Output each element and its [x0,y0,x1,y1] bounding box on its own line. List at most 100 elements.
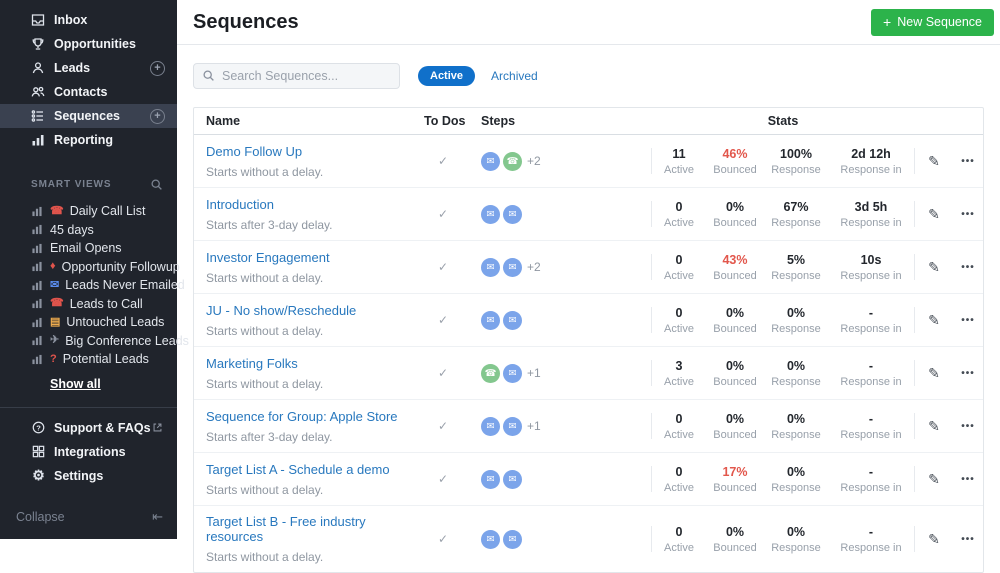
add-button[interactable]: + [150,60,165,76]
edit-button[interactable]: ✎ [928,417,940,434]
sequence-name-link[interactable]: Investor Engagement [206,250,330,265]
nav-item[interactable]: Sequences + [0,104,177,128]
nav-item[interactable]: Inbox [0,8,177,32]
smart-view-item[interactable]: ✉ Leads Never Emailed [0,276,185,295]
more-menu-button[interactable]: ••• [961,533,975,545]
smart-view-label: Leads Never Emailed [65,278,185,293]
stat-bounced: 17% Bounced [713,464,757,494]
edit-button[interactable]: ✎ [928,530,940,547]
stat-active: 11 Active [664,146,694,176]
email-step-icon: ✉ [481,416,500,436]
sidebar-footer-item[interactable]: ? Support & FAQs [0,416,177,440]
stat-bounced: 46% Bounced [713,146,757,176]
sequence-subtitle: Starts without a delay. [206,271,324,285]
email-step-icon: ✉ [503,416,522,436]
add-button[interactable]: + [150,108,165,124]
stat-bounced: 0% Bounced [713,411,757,441]
smart-view-item[interactable]: 45 days [0,221,177,240]
smart-view-item[interactable]: ☎ Daily Call List [0,202,177,221]
smart-view-item[interactable]: ☎ Leads to Call [0,295,177,314]
sequence-name-link[interactable]: Sequence for Group: Apple Store [206,409,398,424]
sequence-subtitle: Starts without a delay. [206,165,324,179]
steps-more-count: +1 [527,366,541,380]
steps-more-count: +2 [527,154,541,168]
edit-button[interactable]: ✎ [928,152,940,169]
email-step-icon: ✉ [503,529,522,549]
more-menu-button[interactable]: ••• [961,420,975,432]
call-step-icon: ☎ [503,151,522,171]
sequence-name-link[interactable]: Demo Follow Up [206,144,303,159]
more-menu-button[interactable]: ••• [961,473,975,485]
stat-response-in: - Response in [840,411,902,441]
stat-response: 0% Response [771,524,821,554]
name-cell: Target List B - Free industry resources … [194,506,424,572]
smart-view-item[interactable]: ▤ Untouched Leads [0,313,177,332]
search-box [193,63,400,89]
sequence-name-link[interactable]: Marketing Folks [206,356,298,371]
more-menu-button[interactable]: ••• [961,261,975,273]
filter-tab[interactable]: Active [418,66,476,86]
new-sequence-button[interactable]: + New Sequence [871,8,994,36]
more-menu-button[interactable]: ••• [961,314,975,326]
smart-view-emoji-icon: ☎ [50,297,64,310]
sequence-name-link[interactable]: Introduction [206,197,274,212]
email-step-icon: ✉ [481,257,500,277]
sequence-name-link[interactable]: Target List B - Free industry resources [206,514,366,544]
smart-views-list: ☎ Daily Call List 45 days Email Opens ♦ … [0,202,189,391]
email-step-icon: ✉ [481,529,500,549]
column-divider [651,201,652,227]
steps-cell: ✉ ✉ [481,310,651,330]
sidebar-footer: ? Support & FAQs Integrations ⚙ Settings [0,408,177,488]
smart-view-item[interactable]: ✈ Big Conference Leads [0,332,189,351]
smart-view-label: Email Opens [50,241,122,256]
sequence-name-link[interactable]: JU - No show/Reschedule [206,303,357,318]
todo-check-icon: ✓ [438,472,449,486]
smart-view-label: Big Conference Leads [65,333,189,348]
collapse-button[interactable]: Collapse ⇤ [0,509,177,539]
smart-view-item[interactable]: ♦ Opportunity Followup [0,258,180,277]
stat-bounced: 0% Bounced [713,199,757,229]
stat-response: 0% Response [771,464,821,494]
smart-views-header: SMART VIEWS [0,178,177,191]
svg-text:?: ? [36,423,41,432]
reporting-icon [30,132,46,148]
search-input[interactable] [193,63,400,89]
edit-button[interactable]: ✎ [928,311,940,328]
nav-item[interactable]: Contacts [0,80,177,104]
name-cell: Sequence for Group: Apple Store Starts a… [194,400,424,452]
search-icon[interactable] [150,178,163,191]
sequence-subtitle: Starts without a delay. [206,483,324,497]
sequence-subtitle: Starts without a delay. [206,324,324,338]
edit-button[interactable]: ✎ [928,364,940,381]
search-icon [203,70,214,81]
filter-tab[interactable]: Archived [491,69,538,83]
smart-view-item[interactable]: Email Opens [0,239,177,258]
column-divider [651,360,652,386]
edit-button[interactable]: ✎ [928,205,940,222]
more-menu-button[interactable]: ••• [961,155,975,167]
stat-bounced: 0% Bounced [713,358,757,388]
stat-active: 0 Active [664,252,694,282]
edit-button[interactable]: ✎ [928,258,940,275]
leads-icon [30,60,46,76]
nav-item[interactable]: Reporting [0,128,177,152]
nav-item[interactable]: Opportunities [0,32,177,56]
smart-view-icon [32,299,42,309]
sequence-name-link[interactable]: Target List A - Schedule a demo [206,462,390,477]
sidebar-footer-item[interactable]: ⚙ Settings [0,464,177,488]
table-row: Marketing Folks Starts without a delay. … [194,346,983,399]
show-all-link[interactable]: Show all [50,376,101,391]
footer-item-label: Support & FAQs [54,420,151,435]
table-row: JU - No show/Reschedule Starts without a… [194,293,983,346]
nav-item-label: Inbox [54,13,88,27]
edit-button[interactable]: ✎ [928,470,940,487]
nav-item[interactable]: Leads + [0,56,177,80]
sidebar-footer-item[interactable]: Integrations [0,440,177,464]
smart-view-emoji-icon: ♦ [50,260,56,273]
more-menu-button[interactable]: ••• [961,367,975,379]
column-divider [651,254,652,280]
more-menu-button[interactable]: ••• [961,208,975,220]
smart-view-icon [32,280,42,290]
todo-check-icon: ✓ [438,366,449,380]
smart-view-item[interactable]: ? Potential Leads [0,350,177,369]
